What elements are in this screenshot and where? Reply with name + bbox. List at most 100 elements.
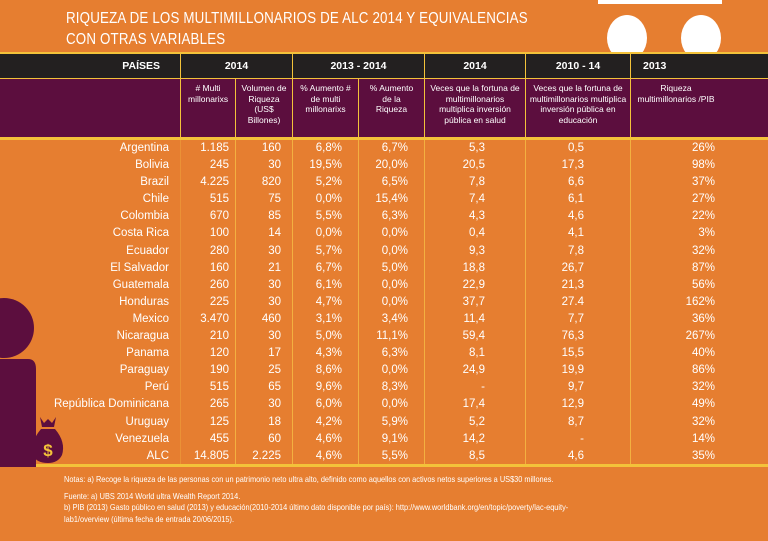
cell-aumento-multimillonarios: 4,3% [293, 345, 359, 363]
cell-volumen-riqueza: 14 [236, 225, 293, 243]
cell-country: Paraguay [0, 362, 181, 380]
source-b-cont: lab1/overview (última fecha de entrada 2… [64, 514, 235, 524]
cell-volumen-riqueza: 820 [236, 174, 293, 192]
cell-aumento-riqueza: 5,5% [359, 447, 425, 465]
cell-veces-educacion: 6,1 [526, 191, 631, 209]
cell-multimillonarios: 225 [181, 293, 236, 311]
cell-aumento-riqueza: 11,1% [359, 328, 425, 346]
cell-veces-salud: 59,4 [425, 328, 526, 346]
page-title: RIQUEZA DE LOS MULTIMILLONARIOS DE ALC 2… [66, 8, 528, 50]
cell-veces-salud: 22,9 [425, 276, 526, 294]
cell-riqueza-pib: 56% [631, 277, 768, 294]
cell-multimillonarios: 160 [181, 259, 236, 277]
cell-aumento-multimillonarios: 0,0% [293, 191, 359, 209]
cell-aumento-multimillonarios: 4,6% [293, 447, 359, 465]
cell-country: República Dominicana [0, 396, 181, 414]
cell-country: Mexico [0, 310, 181, 329]
cell-value: 267% [685, 330, 715, 343]
table-row: El Salvador 160 21 6,7% 5,0% 18,8 26,7 87% [0, 259, 768, 277]
cell-country: Brazil [0, 174, 181, 192]
table-row: Perú 515 65 9,6% 8,3% -9,7 32% [0, 379, 768, 397]
cell-riqueza-pib: 36% [631, 311, 768, 328]
table-row: Honduras 225 30 4,7% 0,0% 37,7 27.4 162% [0, 293, 768, 311]
cell-aumento-multimillonarios: 4,7% [293, 293, 359, 311]
cell-aumento-multimillonarios: 5,0% [293, 328, 359, 346]
note-a: Notas: a) Recoge la riqueza de las perso… [64, 475, 554, 484]
cell-veces-educacion: - [526, 430, 631, 448]
cell-volumen-riqueza: 75 [236, 191, 293, 209]
table-subheader: # Multi millonarixs Volumen de Riqueza (… [0, 78, 768, 137]
cell-aumento-multimillonarios: 5,7% [293, 242, 359, 260]
cell-multimillonarios: 120 [181, 345, 236, 363]
cell-value: 86% [691, 364, 715, 377]
cell-riqueza-pib: 86% [631, 362, 768, 379]
cell-volumen-riqueza: 2.225 [236, 447, 293, 465]
cell-veces-educacion: 27.4 [526, 293, 631, 311]
cell-value: 49% [691, 398, 715, 411]
cell-value: 32% [691, 244, 715, 257]
cell-volumen-riqueza: 85 [236, 208, 293, 226]
cell-country: Uruguay [0, 413, 181, 431]
cell-volumen-riqueza: 30 [236, 328, 293, 346]
cell-aumento-riqueza: 0,0% [359, 396, 425, 414]
cell-multimillonarios: 515 [181, 191, 236, 209]
footnotes: Notas: a) Recoge la riqueza de las perso… [64, 474, 568, 525]
cell-multimillonarios: 14.805 [181, 447, 236, 465]
table-row: Argentina 1.185 160 6,8% 6,7% 5,3 0,5 26% [0, 140, 768, 158]
cell-veces-educacion: 0,5 [526, 140, 631, 158]
cell-country: Panama [0, 345, 181, 363]
cell-multimillonarios: 100 [181, 225, 236, 243]
table-body: Argentina 1.185 160 6,8% 6,7% 5,3 0,5 26% Bolivi… [0, 140, 768, 465]
cell-aumento-multimillonarios: 4,2% [293, 413, 359, 431]
cell-riqueza-pib: 27% [631, 191, 768, 208]
cell-value: 26% [691, 142, 715, 154]
decorative-bar [598, 0, 722, 4]
cell-multimillonarios: 260 [181, 276, 236, 294]
header-paises: PAÍSES [0, 54, 181, 78]
cell-multimillonarios: 670 [181, 208, 236, 226]
table-header-groups: PAÍSES 2014 2013 - 2014 2014 2010 - 14 2… [0, 52, 768, 78]
cell-volumen-riqueza: 60 [236, 430, 293, 448]
person-icon: $ [0, 298, 64, 467]
cell-aumento-riqueza: 0,0% [359, 276, 425, 294]
cell-aumento-riqueza: 3,4% [359, 310, 425, 329]
cell-volumen-riqueza: 18 [236, 413, 293, 431]
cell-aumento-riqueza: 5,9% [359, 413, 425, 431]
header-group-2013: 2013 [643, 60, 667, 72]
cell-aumento-multimillonarios: 5,5% [293, 208, 359, 226]
cell-aumento-multimillonarios: 6,1% [293, 276, 359, 294]
cell-aumento-riqueza: 0,0% [359, 225, 425, 243]
cell-multimillonarios: 1.185 [181, 140, 236, 158]
table-row: Mexico 3.470 460 3,1% 3,4% 11,4 7,7 36% [0, 310, 768, 329]
cell-volumen-riqueza: 65 [236, 379, 293, 397]
cell-multimillonarios: 515 [181, 379, 236, 397]
cell-veces-educacion: 4,1 [526, 225, 631, 243]
cell-value: 14% [691, 432, 715, 445]
header-group-2013-2014: 2013 - 2014 [293, 54, 425, 78]
cell-aumento-multimillonarios: 4,6% [293, 430, 359, 448]
subheader-empty [0, 79, 181, 137]
cell-riqueza-pib: 3% [631, 225, 768, 242]
title-line-2: CON OTRAS VARIABLES [66, 31, 226, 48]
cell-veces-educacion: 17,3 [526, 157, 631, 175]
cell-veces-salud: - [425, 379, 526, 397]
cell-aumento-multimillonarios: 9,6% [293, 379, 359, 397]
cell-veces-salud: 4,3 [425, 208, 526, 226]
cell-volumen-riqueza: 460 [236, 310, 293, 329]
cell-veces-salud: 8,1 [425, 345, 526, 363]
divider [0, 464, 768, 467]
table-row: Guatemala 260 30 6,1% 0,0% 22,9 21,3 56% [0, 276, 768, 294]
cell-value: 22% [691, 210, 715, 223]
cell-country: ALC [0, 447, 181, 465]
cell-riqueza-pib: 32% [631, 379, 768, 396]
cell-aumento-riqueza: 20,0% [359, 157, 425, 175]
cell-multimillonarios: 190 [181, 362, 236, 380]
cell-country: Costa Rica [0, 225, 181, 243]
cell-veces-educacion: 7,7 [526, 310, 631, 329]
cell-riqueza-pib: 32% [631, 414, 768, 431]
table-row: Venezuela 455 60 4,6% 9,1% 14,2- 14% [0, 430, 768, 448]
header-group-2010-14: 2010 - 14 [526, 54, 631, 78]
cell-veces-educacion: 9,7 [526, 379, 631, 397]
cell-aumento-riqueza: 8,3% [359, 379, 425, 397]
cell-veces-educacion: 12,9 [526, 396, 631, 414]
